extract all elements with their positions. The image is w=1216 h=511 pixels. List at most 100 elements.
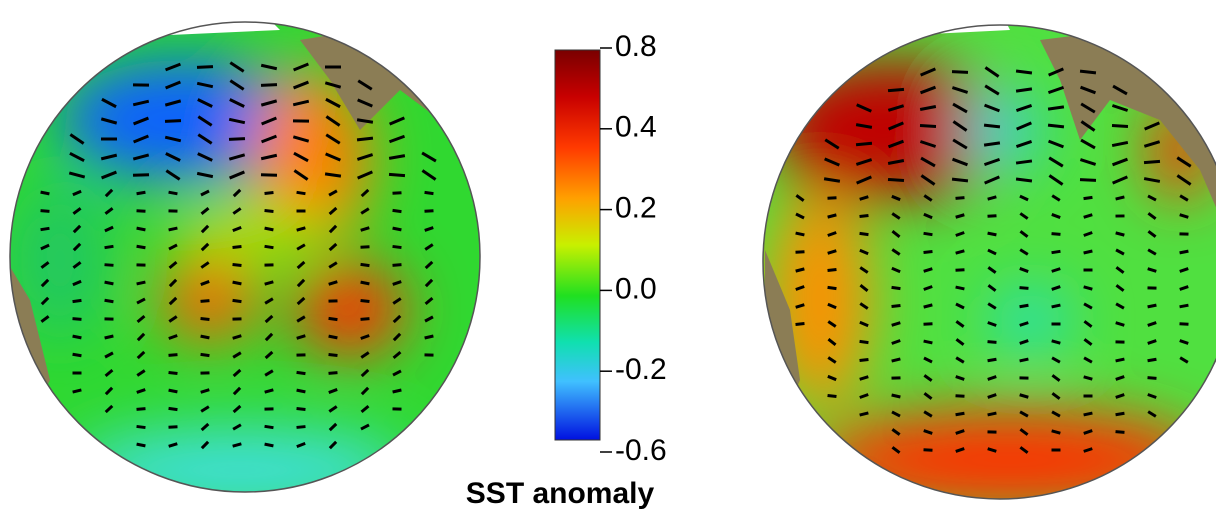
wind-arrow <box>296 315 306 323</box>
wind-arrow <box>1179 194 1189 202</box>
wind-arrow <box>1047 139 1065 149</box>
colorbar-tick-label: 0.2 <box>615 192 657 225</box>
wind-arrow <box>1083 302 1093 310</box>
wind-arrow <box>987 411 997 417</box>
wind-arrow <box>987 231 997 237</box>
wind-arrow <box>919 85 937 95</box>
wind-arrow <box>228 153 246 161</box>
wind-arrow <box>196 65 214 69</box>
wind-arrow <box>136 209 146 213</box>
wind-arrow <box>264 442 274 448</box>
wind-arrow <box>984 66 1000 78</box>
wind-arrow <box>168 388 178 394</box>
wind-arrow <box>987 357 997 363</box>
colorbar-tick-label: -0.2 <box>615 353 667 386</box>
wind-arrow <box>104 263 114 267</box>
wind-arrow <box>1019 230 1029 238</box>
wind-arrow <box>232 404 242 414</box>
wind-arrow <box>392 226 402 232</box>
wind-arrow <box>1051 303 1061 309</box>
wind-arrow <box>392 208 402 214</box>
wind-arrow <box>984 84 1000 96</box>
wind-arrow <box>72 242 82 252</box>
wind-arrow <box>104 225 114 233</box>
wind-arrow <box>855 123 873 129</box>
wind-arrow <box>360 423 370 431</box>
wind-arrow <box>919 124 937 128</box>
wind-arrow <box>955 320 965 328</box>
wind-arrow <box>919 140 937 148</box>
wind-arrow <box>360 404 370 414</box>
wind-arrow <box>68 171 86 179</box>
wind-arrow <box>1176 156 1192 168</box>
wind-arrow <box>1115 284 1125 292</box>
wind-arrow <box>987 284 997 292</box>
colorbar-tick-label: 0.4 <box>615 111 657 144</box>
wind-arrow <box>987 266 997 274</box>
wind-arrow <box>891 212 901 220</box>
wind-arrow <box>1015 177 1033 183</box>
wind-arrow <box>855 158 873 166</box>
wind-arrow <box>1111 124 1129 128</box>
wind-arrow <box>360 226 370 232</box>
wind-arrow <box>795 303 805 309</box>
wind-arrow <box>232 334 242 340</box>
wind-arrow <box>260 63 278 71</box>
wind-arrow <box>296 425 306 429</box>
wind-arrow <box>955 447 965 453</box>
colorbar-ticks: 0.8 0.4 0.2 0.0 -0.2 -0.6 <box>600 30 667 467</box>
wind-arrow <box>168 353 178 357</box>
wind-arrow <box>328 261 338 269</box>
wind-arrow <box>955 411 965 417</box>
wind-arrow <box>1179 356 1189 364</box>
wind-arrow <box>232 442 242 448</box>
wind-arrow <box>200 299 210 303</box>
wind-arrow <box>360 280 370 286</box>
wind-arrow <box>859 302 869 310</box>
wind-arrow <box>856 175 872 185</box>
wind-arrow <box>101 97 117 109</box>
wind-arrow <box>325 97 341 109</box>
wind-arrow <box>923 285 933 291</box>
wind-arrow <box>165 169 181 181</box>
wind-arrow <box>1115 357 1125 363</box>
left-globe <box>10 22 480 492</box>
wind-arrow <box>200 242 210 252</box>
wind-arrow <box>228 117 246 125</box>
wind-arrow <box>987 340 997 344</box>
wind-arrow <box>232 263 242 267</box>
wind-arrow <box>1016 121 1032 131</box>
wind-arrow <box>69 151 85 163</box>
wind-arrow <box>328 206 338 216</box>
wind-arrow <box>200 352 210 358</box>
wind-arrow <box>200 206 210 216</box>
wind-arrow <box>827 356 837 364</box>
wind-arrow <box>296 226 306 232</box>
wind-arrow <box>891 428 901 436</box>
wind-arrow <box>296 260 306 270</box>
wind-arrow <box>200 189 210 197</box>
wind-arrow <box>827 338 837 346</box>
wind-arrow <box>168 406 178 412</box>
wind-arrow <box>1048 156 1064 168</box>
wind-arrow <box>1051 213 1061 219</box>
wind-arrow <box>360 368 370 378</box>
wind-arrow <box>104 386 114 396</box>
wind-arrow <box>132 153 150 161</box>
wind-arrow <box>1176 174 1192 186</box>
wind-arrow <box>168 442 178 448</box>
wind-arrow <box>200 261 210 269</box>
wind-arrow <box>164 119 182 123</box>
wind-arrow <box>1019 267 1029 273</box>
wind-arrow <box>328 405 338 413</box>
wind-arrow <box>891 393 901 399</box>
wind-arrow <box>887 177 905 183</box>
wind-arrow <box>955 213 965 219</box>
wind-arrow <box>232 298 242 304</box>
wind-arrow <box>264 280 274 286</box>
wind-arrow <box>1115 375 1125 381</box>
wind-arrow <box>388 134 406 144</box>
wind-arrow <box>1147 376 1157 380</box>
wind-arrow <box>1147 321 1157 327</box>
wind-arrow <box>197 98 213 108</box>
